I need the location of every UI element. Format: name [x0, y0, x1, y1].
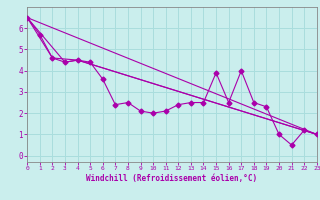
X-axis label: Windchill (Refroidissement éolien,°C): Windchill (Refroidissement éolien,°C) [86, 174, 258, 183]
